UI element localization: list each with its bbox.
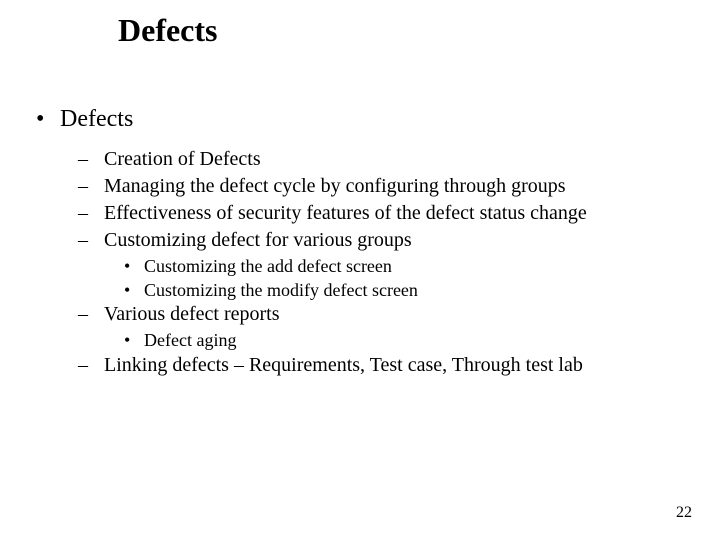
bullet-text: Customizing the modify defect screen [144,279,418,302]
bullet-dash-icon: – [78,228,104,253]
bullet-dot-icon: • [30,106,60,133]
bullet-dot-icon: • [124,255,144,278]
bullet-text: Managing the defect cycle by configuring… [104,174,566,199]
bullet-dash-icon: – [78,147,104,172]
bullet-text: Defect aging [144,329,236,352]
bullet-level3: • Customizing the add defect screen [124,255,690,278]
page-number: 22 [676,504,692,522]
bullet-level2: – Creation of Defects [78,147,690,172]
bullet-dash-icon: – [78,201,104,226]
bullet-level3: • Customizing the modify defect screen [124,279,690,302]
bullet-text: Customizing the add defect screen [144,255,392,278]
bullet-level3: • Defect aging [124,329,690,352]
bullet-level2: – Customizing defect for various groups [78,228,690,253]
bullet-dash-icon: – [78,302,104,327]
bullet-text: Defects [60,106,133,133]
bullet-text: Effectiveness of security features of th… [104,201,587,226]
bullet-text: Customizing defect for various groups [104,228,412,253]
bullet-dash-icon: – [78,353,104,378]
slide-content: • Defects – Creation of Defects – Managi… [30,106,690,380]
bullet-level2: – Managing the defect cycle by configuri… [78,174,690,199]
bullet-text: Creation of Defects [104,147,261,172]
bullet-dot-icon: • [124,279,144,302]
bullet-level1: • Defects [30,106,690,133]
bullet-level2: – Various defect reports [78,302,690,327]
bullet-text: Various defect reports [104,302,280,327]
bullet-level2: – Linking defects – Requirements, Test c… [78,353,690,378]
slide-title: Defects [118,12,217,49]
bullet-dash-icon: – [78,174,104,199]
bullet-dot-icon: • [124,329,144,352]
bullet-level2: – Effectiveness of security features of … [78,201,690,226]
bullet-text: Linking defects – Requirements, Test cas… [104,353,583,378]
